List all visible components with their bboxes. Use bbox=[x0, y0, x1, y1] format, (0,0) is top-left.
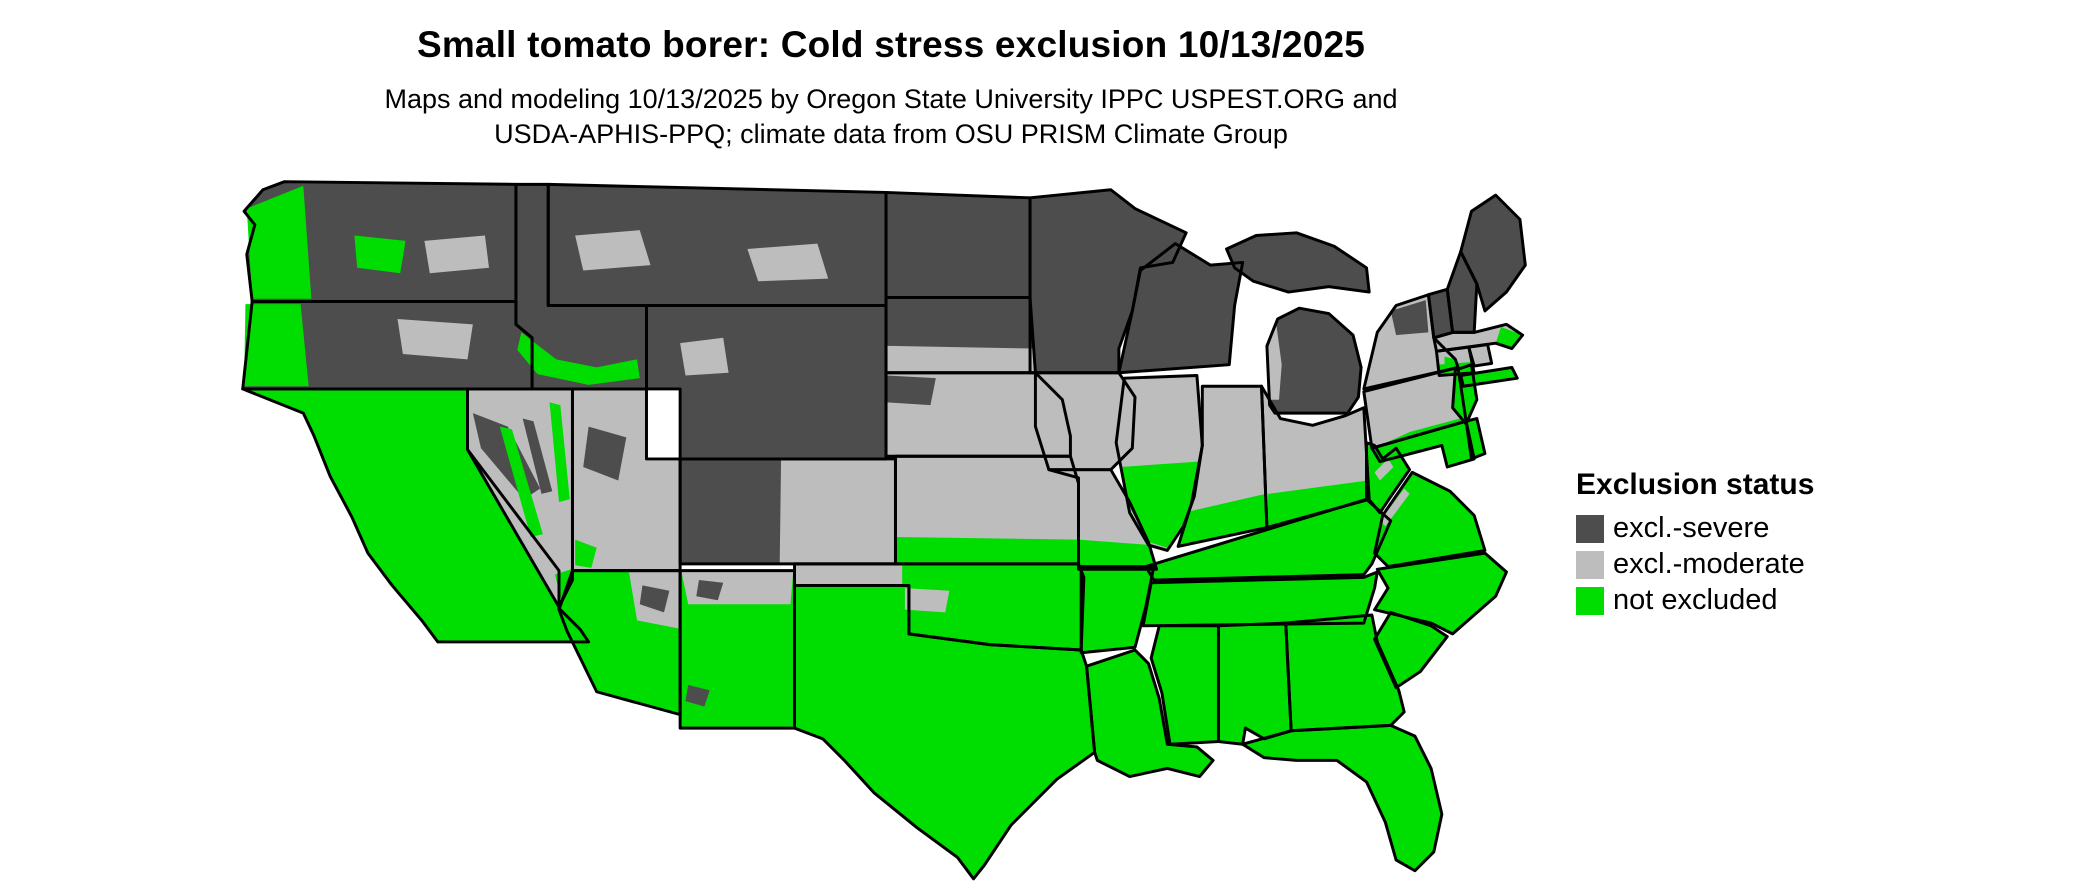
terrain-patch bbox=[887, 375, 936, 406]
terrain-patch bbox=[354, 235, 406, 274]
map-title: Small tomato borer: Cold stress exclusio… bbox=[416, 24, 1366, 65]
terrain-patch bbox=[685, 685, 710, 707]
terrain-patch bbox=[1390, 300, 1429, 336]
legend-label-moderate: excl.-moderate bbox=[1613, 548, 1805, 580]
terrain-patch bbox=[397, 318, 473, 360]
legend-swatch-not-excluded bbox=[1576, 586, 1604, 615]
state-fl bbox=[1242, 725, 1442, 871]
terrain-patch bbox=[549, 402, 570, 502]
terrain-patch bbox=[696, 580, 724, 601]
us-choropleth-map bbox=[241, 180, 1527, 881]
terrain-patch bbox=[681, 460, 782, 563]
terrain-patch bbox=[499, 426, 543, 537]
legend-swatch-moderate bbox=[1576, 550, 1604, 579]
terrain-patch bbox=[1374, 458, 1394, 481]
terrain-patch bbox=[680, 337, 729, 376]
map-subtitle: Maps and modeling 10/13/2025 by Oregon S… bbox=[91, 82, 1691, 152]
map-header: Small tomato borer: Cold stress exclusio… bbox=[91, 24, 1691, 152]
terrain-patch bbox=[639, 585, 670, 613]
terrain-patch bbox=[244, 304, 309, 387]
terrain-patch bbox=[795, 565, 903, 585]
terrain-patch bbox=[1120, 461, 1199, 548]
terrain-patch bbox=[747, 243, 829, 282]
legend-label-severe: excl.-severe bbox=[1613, 512, 1770, 544]
terrain-patch bbox=[424, 235, 490, 274]
terrain-patches bbox=[244, 185, 1523, 707]
terrain-patch bbox=[1078, 539, 1157, 568]
subtitle-line-2: USDA-APHIS-PPQ; climate data from OSU PR… bbox=[494, 119, 1288, 149]
legend: Exclusion status excl.-severe excl.-mode… bbox=[1576, 468, 1814, 620]
terrain-patch bbox=[1179, 493, 1267, 546]
terrain-patch bbox=[575, 539, 597, 568]
legend-title: Exclusion status bbox=[1576, 468, 1815, 501]
legend-item-not-excluded: not excluded bbox=[1576, 584, 1814, 617]
terrain-patch bbox=[895, 536, 1079, 563]
legend-item-severe: excl.-severe bbox=[1576, 512, 1814, 545]
legend-swatch-severe bbox=[1576, 514, 1604, 543]
terrain-patch bbox=[1266, 480, 1370, 527]
terrain-patch bbox=[517, 332, 640, 385]
legend-label-not-excluded: not excluded bbox=[1613, 584, 1778, 616]
state-ar bbox=[1081, 566, 1154, 653]
terrain-patch bbox=[246, 185, 312, 299]
legend-item-moderate: excl.-moderate bbox=[1576, 548, 1814, 581]
state-ut bbox=[572, 388, 681, 571]
terrain-patch bbox=[1266, 324, 1282, 400]
state-mi-upper bbox=[1226, 232, 1370, 293]
subtitle-line-1: Maps and modeling 10/13/2025 by Oregon S… bbox=[384, 84, 1398, 114]
terrain-patch bbox=[575, 230, 651, 271]
state-nd bbox=[886, 192, 1031, 298]
terrain-patch bbox=[904, 588, 950, 613]
state-al bbox=[1218, 623, 1292, 745]
terrain-patch bbox=[886, 345, 1036, 373]
terrain-patch bbox=[522, 418, 553, 494]
terrain-patch bbox=[583, 426, 627, 481]
state-wy bbox=[646, 305, 887, 459]
